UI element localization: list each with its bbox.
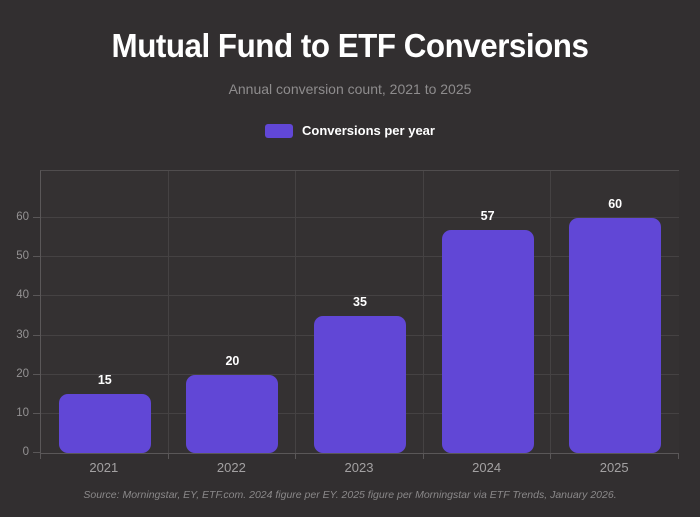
- v-gridline: [295, 171, 297, 453]
- x-axis-label: 2024: [472, 460, 502, 475]
- source-note: Source: Morningstar, EY, ETF.com. 2024 f…: [83, 489, 617, 501]
- bar-value-label: 20: [225, 353, 240, 368]
- y-tick-mark: [33, 295, 40, 297]
- legend: Conversions per year: [0, 123, 700, 138]
- x-axis-label: 2021: [89, 460, 119, 475]
- y-tick-label: 50: [16, 250, 29, 263]
- bar-2025: [569, 218, 662, 453]
- y-tick-mark: [33, 412, 40, 414]
- h-gridline: [41, 256, 679, 258]
- bar-2024: [441, 229, 534, 453]
- bar-value-label: 35: [353, 294, 367, 309]
- v-gridline: [167, 171, 169, 453]
- y-tick-label: 0: [22, 446, 29, 458]
- x-tick-mark: [678, 453, 679, 459]
- x-tick-mark: [422, 453, 424, 459]
- bar-value-label: 57: [480, 208, 495, 223]
- x-tick-mark: [295, 453, 297, 459]
- h-gridline: [41, 412, 679, 414]
- h-gridline: [41, 373, 679, 375]
- x-axis-label: 2022: [216, 460, 246, 475]
- y-tick-label: 30: [16, 328, 29, 341]
- y-tick-label: 10: [16, 406, 29, 419]
- x-tick-mark: [167, 453, 169, 459]
- y-tick-mark: [33, 217, 40, 218]
- chart-subtitle: Annual conversion count, 2021 to 2025: [228, 81, 472, 97]
- y-tick-mark: [33, 452, 40, 453]
- v-gridline: [550, 171, 552, 453]
- y-tick-label: 20: [16, 367, 29, 380]
- bar-value-label: 60: [608, 197, 623, 211]
- h-gridline: [41, 295, 679, 297]
- plot-area: 15 20 35 57 60: [40, 170, 679, 454]
- bar-2021: [58, 394, 151, 453]
- v-gridline: [422, 171, 424, 453]
- y-tick-label: 60: [16, 211, 29, 223]
- x-axis-label: 2025: [599, 460, 629, 475]
- y-tick-mark: [33, 334, 40, 336]
- bar-value-label: 15: [97, 373, 112, 388]
- legend-swatch-icon: [265, 123, 294, 138]
- y-tick-label: 40: [16, 289, 29, 302]
- x-tick-mark: [40, 453, 41, 459]
- y-tick-mark: [33, 373, 40, 375]
- h-gridline: [41, 217, 679, 218]
- x-axis-label: 2023: [344, 460, 374, 475]
- legend-label: Conversions per year: [302, 123, 435, 138]
- x-tick-mark: [550, 453, 552, 459]
- y-tick-mark: [33, 256, 40, 258]
- h-gridline: [41, 334, 679, 336]
- chart-title: Mutual Fund to ETF Conversions: [111, 27, 589, 64]
- bar-2022: [186, 374, 279, 453]
- bar-2023: [314, 315, 406, 453]
